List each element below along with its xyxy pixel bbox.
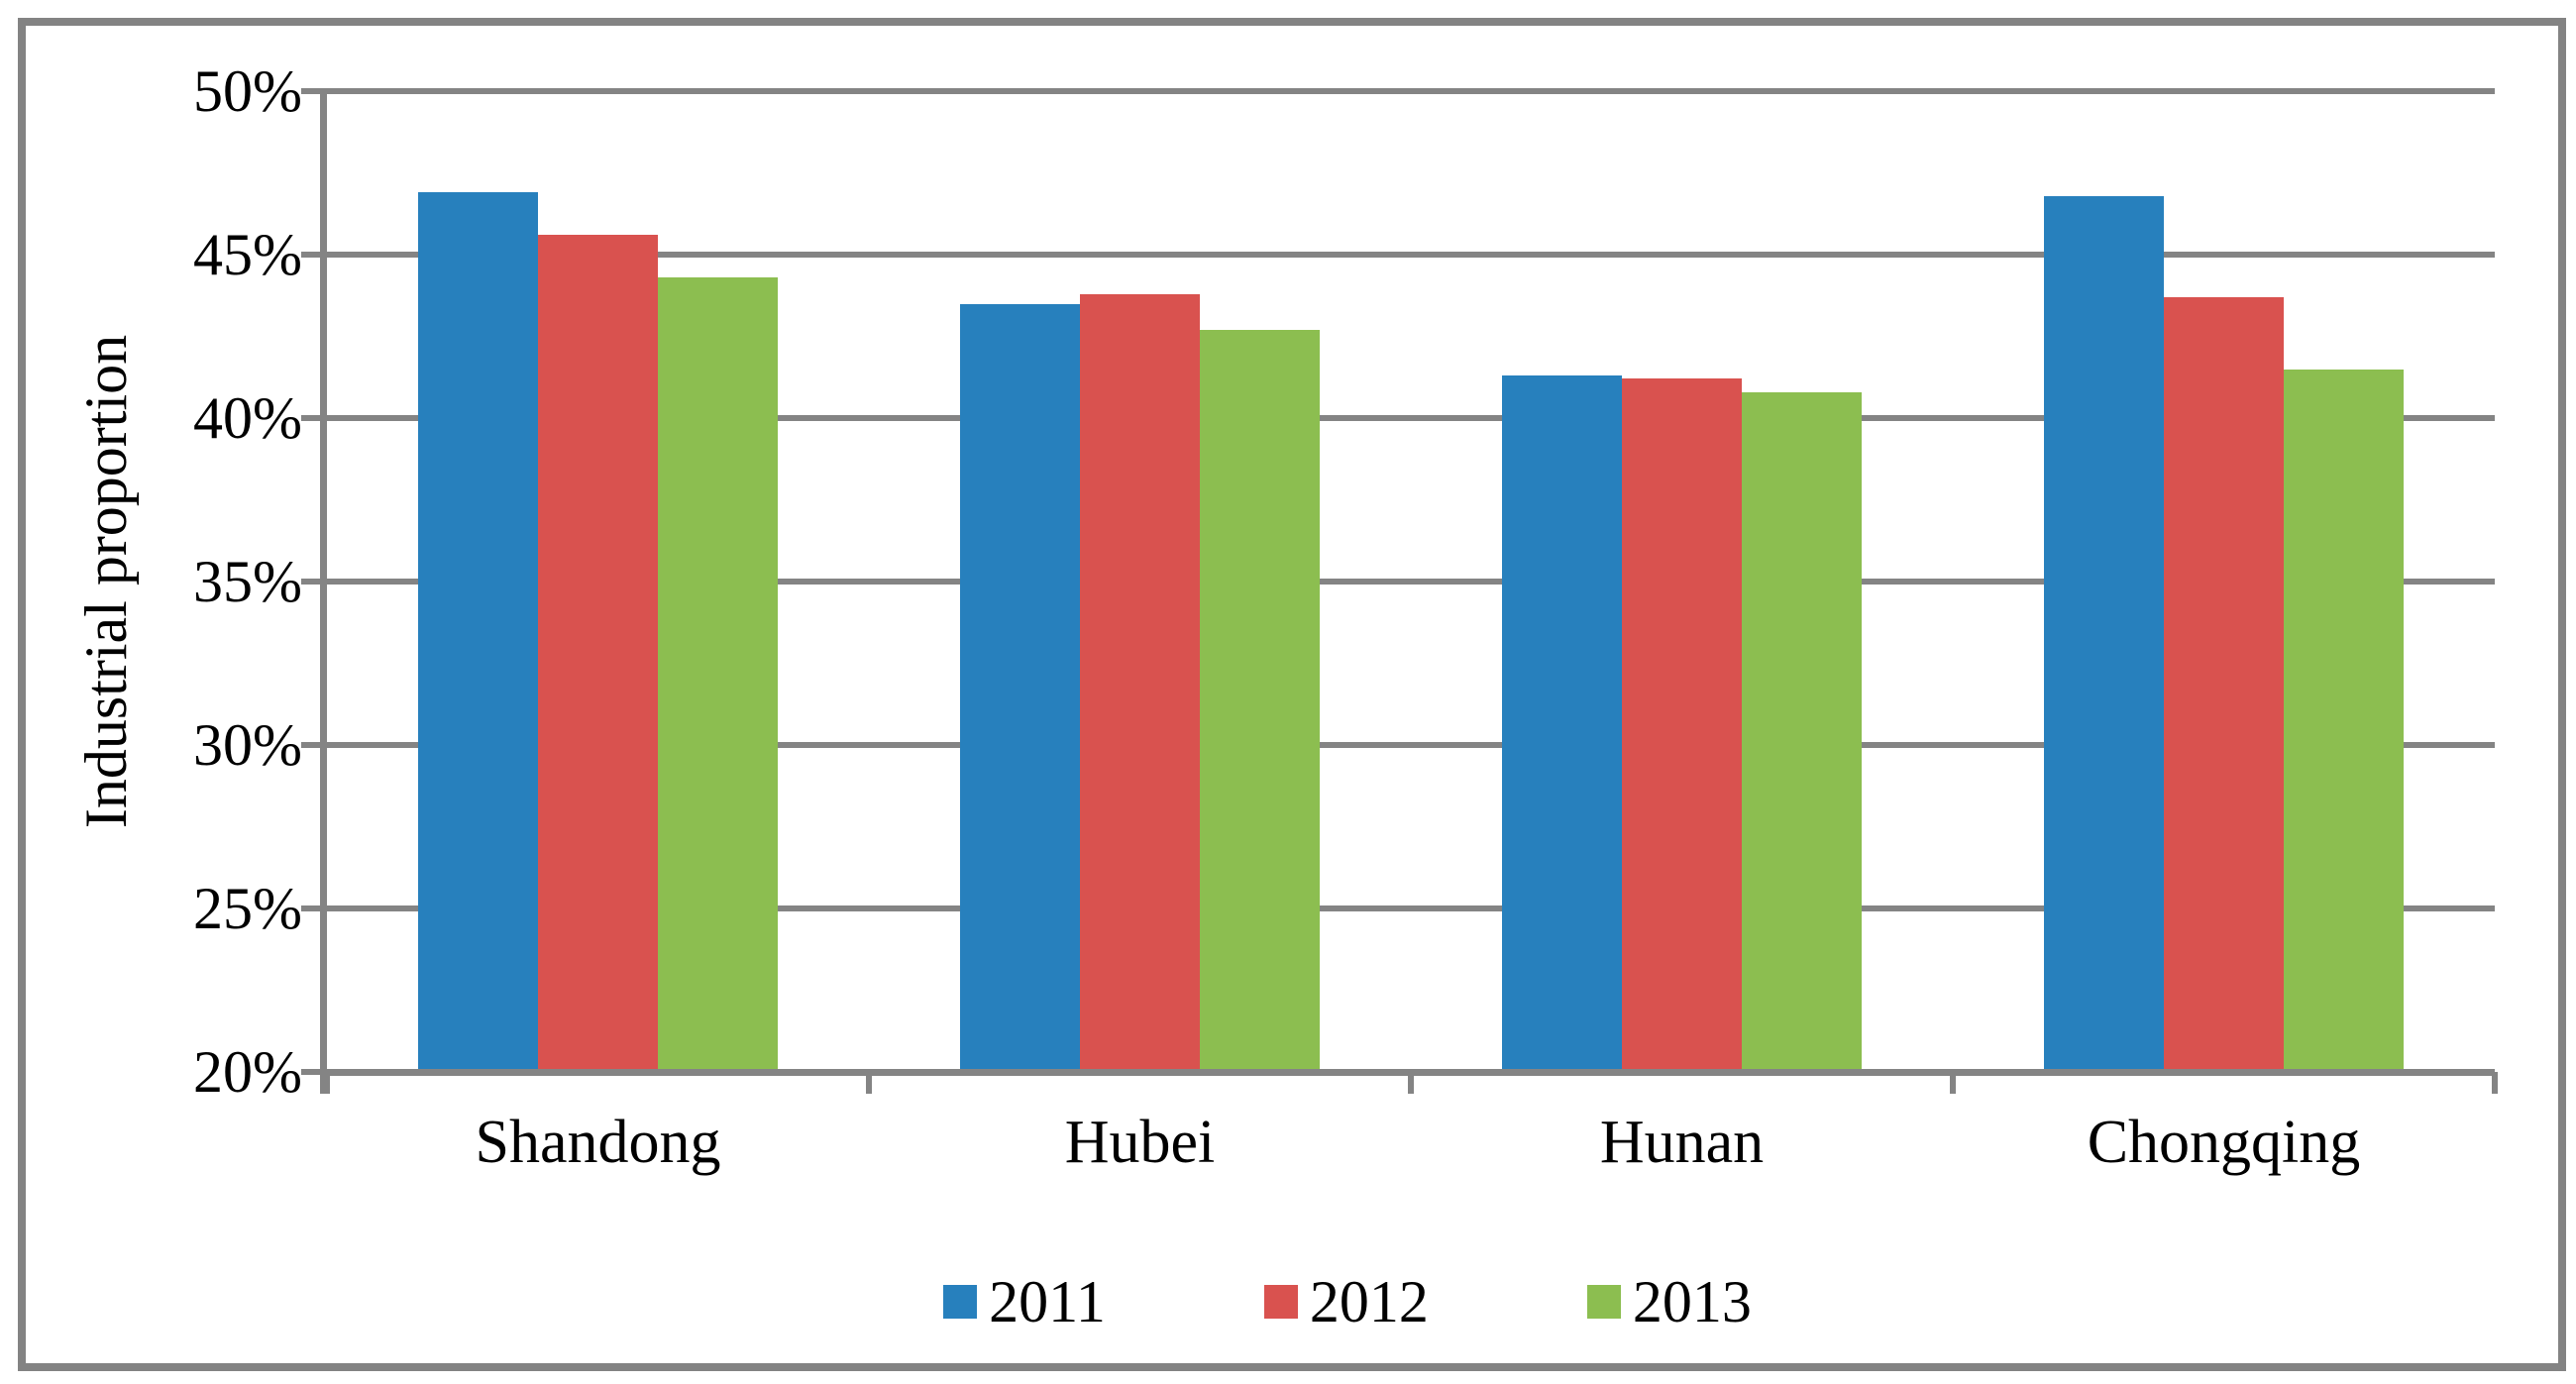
y-tick-mark <box>301 579 327 585</box>
y-tick-label: 25% <box>193 876 302 941</box>
legend-label-2011: 2011 <box>989 1269 1106 1334</box>
y-tick-mark <box>301 1069 327 1075</box>
legend-label-2013: 2013 <box>1632 1269 1752 1334</box>
legend-swatch-2013 <box>1586 1285 1621 1319</box>
x-axis-label-hubei: Hubei <box>1064 1109 1216 1176</box>
x-tick-mark <box>866 1072 872 1094</box>
y-tick-label: 45% <box>193 222 302 287</box>
x-tick-mark <box>1408 1072 1414 1094</box>
x-axis-label-hunan: Hunan <box>1599 1109 1765 1176</box>
legend-item-2013: 2013 <box>1586 1269 1752 1334</box>
bar-chongqing-2011 <box>2044 195 2164 1072</box>
gridline <box>327 742 2495 748</box>
legend-swatch-2011 <box>943 1285 978 1319</box>
y-tick-label: 40% <box>193 385 302 451</box>
x-axis-line <box>320 1069 2495 1076</box>
y-tick-label: 50% <box>193 58 302 124</box>
bar-shandong-2011 <box>418 192 538 1072</box>
y-tick-mark <box>301 88 327 94</box>
bar-shandong-2012 <box>538 235 658 1072</box>
y-tick-mark <box>301 905 327 911</box>
y-tick-mark <box>301 742 327 748</box>
bar-shandong-2013 <box>658 277 778 1072</box>
bar-chongqing-2013 <box>2284 369 2404 1072</box>
bar-hubei-2013 <box>1200 329 1320 1072</box>
bar-hubei-2011 <box>960 303 1080 1072</box>
gridline <box>327 415 2495 421</box>
x-axis-label-shandong: Shandong <box>475 1109 721 1176</box>
y-tick-mark <box>301 252 327 258</box>
gridline <box>327 579 2495 585</box>
x-tick-mark <box>1950 1072 1956 1094</box>
bar-hunan-2013 <box>1742 391 1862 1072</box>
y-axis-line <box>320 91 327 1094</box>
legend-swatch-2012 <box>1263 1285 1298 1319</box>
gridline <box>327 252 2495 258</box>
bar-chongqing-2012 <box>2164 296 2284 1072</box>
bar-hunan-2011 <box>1502 375 1622 1072</box>
y-tick-mark <box>301 415 327 421</box>
bar-hubei-2012 <box>1080 293 1200 1072</box>
legend-label-2012: 2012 <box>1309 1269 1429 1334</box>
x-axis-label-chongqing: Chongqing <box>2087 1109 2361 1176</box>
y-tick-label: 30% <box>193 712 302 778</box>
gridline <box>327 88 2495 94</box>
gridline <box>327 905 2495 911</box>
legend-item-2011: 2011 <box>943 1272 1106 1331</box>
y-tick-label: 20% <box>193 1039 302 1105</box>
y-tick-label: 35% <box>193 549 302 614</box>
figure-border <box>18 18 2566 1371</box>
legend: 2011 2012 2013 <box>59 1272 2576 1331</box>
legend-item-2012: 2012 <box>1263 1269 1429 1334</box>
bar-hunan-2012 <box>1622 378 1742 1072</box>
x-tick-mark <box>324 1072 330 1094</box>
x-tick-mark <box>2492 1072 2498 1094</box>
